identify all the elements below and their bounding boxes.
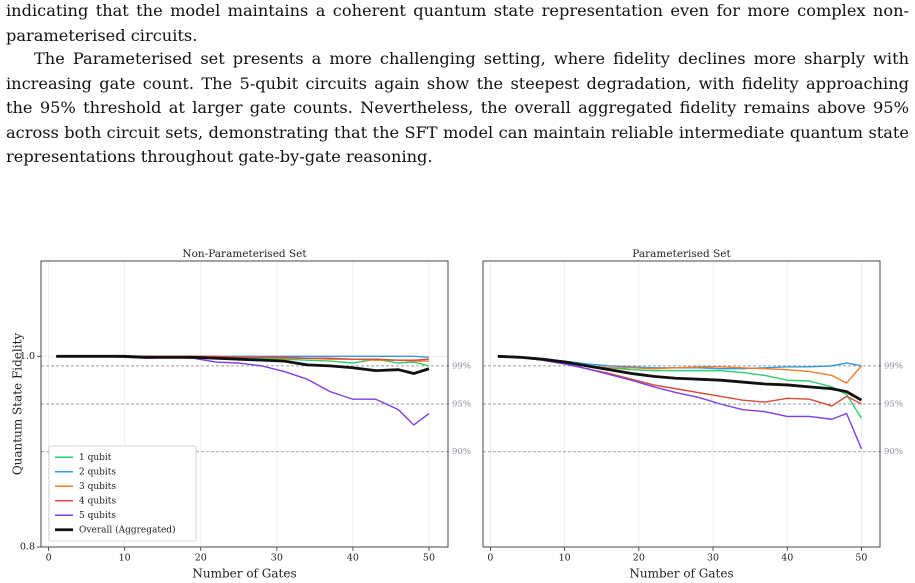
threshold-label: 99%: [884, 361, 903, 371]
x-tick-label: 40: [347, 553, 359, 564]
threshold-label: 95%: [452, 400, 471, 410]
plot-frame: [40, 260, 449, 548]
plot-frame: [482, 260, 881, 548]
x-tick-label: 0: [487, 553, 493, 564]
legend-label: 4 qubits: [79, 496, 116, 506]
legend-label: 3 qubits: [79, 482, 116, 492]
y-tick-label: 1.0: [20, 351, 35, 362]
series-line: [497, 354, 863, 402]
x-tick-label: 20: [195, 553, 207, 564]
x-tick-label: 0: [46, 553, 52, 564]
y-axis-label: Quantum State Fidelity: [11, 333, 25, 476]
x-axis-label: Number of Gates: [192, 567, 296, 581]
x-tick-label: 50: [855, 553, 867, 564]
legend-label: 5 qubits: [79, 511, 116, 521]
threshold-label: 95%: [884, 400, 903, 410]
legend-label: Overall (Aggregated): [79, 524, 176, 535]
legend-label: 2 qubits: [79, 467, 116, 477]
x-tick-label: 20: [633, 553, 645, 564]
y-tick-label: 0.8: [20, 542, 35, 553]
chart-title: Parameterised Set: [632, 248, 731, 260]
threshold-label: 90%: [884, 447, 903, 457]
figure: Non-Parameterised Set 0 10 20 30 40 50 0.8 1.0 99…: [11, 248, 903, 581]
x-tick-label: 10: [559, 553, 571, 564]
series-line: [497, 355, 863, 450]
legend-label: 1 qubit: [79, 453, 112, 463]
legend-box: [48, 445, 197, 542]
paragraph: The Parameterised set presents a more ch…: [6, 49, 909, 166]
x-tick-label: 50: [423, 553, 435, 564]
x-axis-label: Number of Gates: [629, 567, 733, 581]
paragraph: indicating that the model maintains a co…: [6, 1, 909, 45]
series-line: [56, 354, 430, 375]
threshold-label: 99%: [452, 361, 471, 371]
x-tick-label: 40: [781, 553, 793, 564]
x-tick-label: 30: [271, 553, 283, 564]
series-line: [56, 355, 430, 426]
chart-title: Non-Parameterised Set: [182, 248, 307, 260]
x-tick-label: 30: [707, 553, 719, 564]
threshold-label: 90%: [452, 447, 471, 457]
x-tick-label: 10: [119, 553, 131, 564]
